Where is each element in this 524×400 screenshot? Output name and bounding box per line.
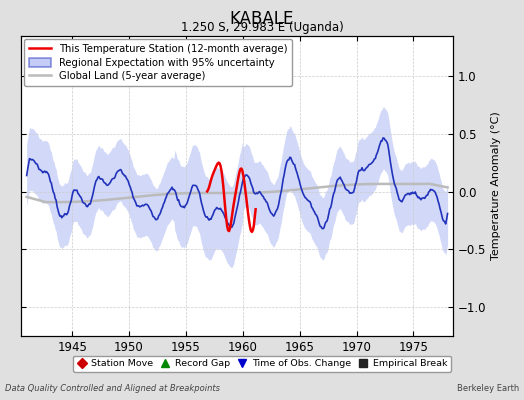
Text: Data Quality Controlled and Aligned at Breakpoints: Data Quality Controlled and Aligned at B… xyxy=(5,384,220,393)
Y-axis label: Temperature Anomaly (°C): Temperature Anomaly (°C) xyxy=(491,112,501,260)
Text: KABALE: KABALE xyxy=(230,10,294,28)
Text: 1.250 S, 29.983 E (Uganda): 1.250 S, 29.983 E (Uganda) xyxy=(181,21,343,34)
Legend: This Temperature Station (12-month average), Regional Expectation with 95% uncer: This Temperature Station (12-month avera… xyxy=(24,39,292,86)
Legend: Station Move, Record Gap, Time of Obs. Change, Empirical Break: Station Move, Record Gap, Time of Obs. C… xyxy=(73,356,451,372)
Text: Berkeley Earth: Berkeley Earth xyxy=(456,384,519,393)
